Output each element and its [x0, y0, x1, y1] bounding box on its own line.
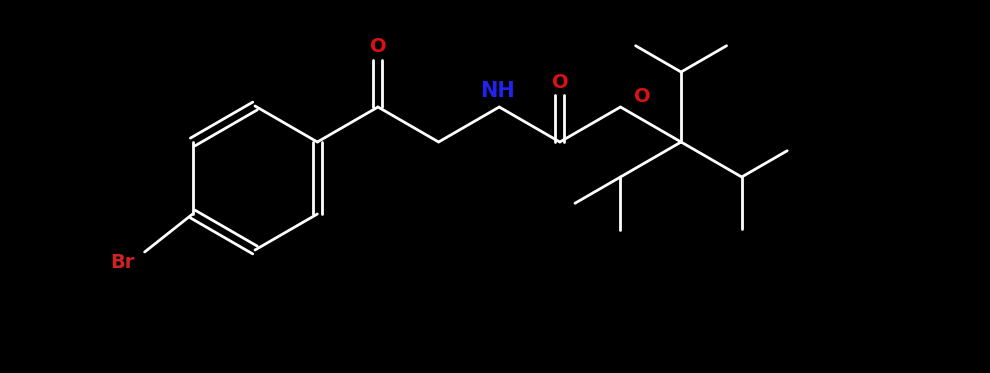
Text: Br: Br — [111, 253, 135, 272]
Text: O: O — [551, 72, 568, 91]
Text: O: O — [635, 88, 651, 107]
Text: O: O — [369, 38, 386, 56]
Text: NH: NH — [480, 81, 515, 101]
